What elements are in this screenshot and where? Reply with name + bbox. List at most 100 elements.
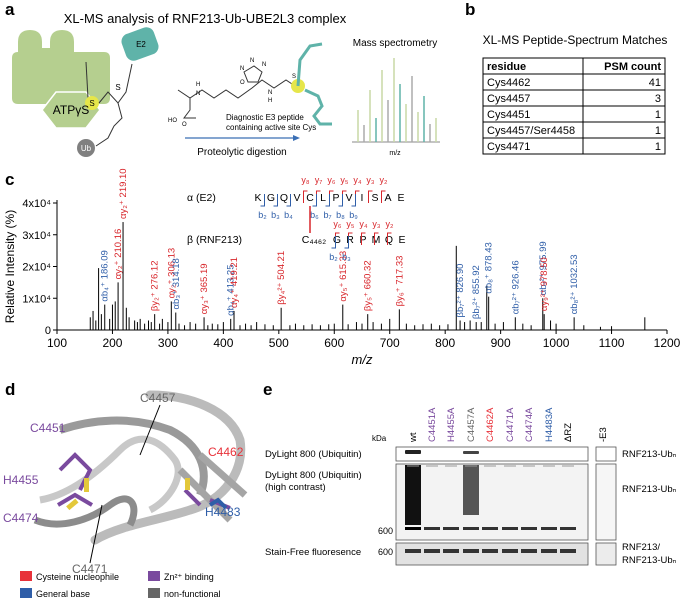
peak-label: βb₇²⁺ 855.92 [471,265,482,319]
marker-label: 600 [378,526,393,536]
fragment-mark [368,190,373,203]
fragment-mark [338,194,343,207]
x-tick-label: 400 [213,336,233,350]
side-chain [56,452,231,510]
peak-label: αb₄⁺ 413.25 [226,265,237,316]
band [424,527,440,530]
x-tick-label: 500 [269,336,289,350]
e2-fragment [296,42,323,87]
b-ion: b₂ [329,252,338,262]
residue-label: C4462 [208,445,244,459]
lane-label: C4474A [524,407,535,442]
panel-title: XL-MS Peptide-Spectrum Matches [483,33,668,47]
band-label: RNF213-Ubₙ [622,449,677,460]
residue: I [361,192,364,204]
table-cell: Cys4457/Ser4458 [487,125,575,137]
residue: E [398,234,405,246]
peptide-name: β (RNF213) [187,234,242,246]
band [482,527,498,530]
residue-label: C4474 [3,511,39,525]
x-tick-label: 300 [158,336,178,350]
bond [85,61,89,99]
fragment-mark [381,190,386,203]
band [405,527,421,530]
residue: Q [280,192,288,204]
gel-box [595,542,617,566]
fragment-mark [312,194,317,207]
fragment-mark [273,194,278,207]
lane-label: ΔRZ [563,423,574,442]
band [521,549,537,553]
band [463,527,479,530]
peptide-name: α (E2) [187,192,216,204]
lane-label: C4471A [505,407,516,442]
gel: wt C4451A H4455A C4457A C4462A C4471A C4474A H4… [395,407,617,566]
residue: R [346,234,354,246]
lane-label: H4483A [544,407,555,442]
peak-label: αy₂⁺ 210.16 [113,229,124,280]
smear [463,465,479,515]
atom-label: N [262,62,266,68]
psm-table: residue PSM count Cys4462 41 Cys4457 3 Cys4451… [482,57,666,155]
arrow-head [293,135,300,141]
note: m/z [389,150,401,157]
peak-label: αb₃⁺ 314.18 [171,258,182,309]
x-tick-label: 1100 [599,336,625,350]
panel-label: d [5,380,15,399]
bond [95,102,123,147]
residue: V [345,192,352,204]
band [502,527,518,530]
e2-label: E2 [136,40,146,49]
residue: A [384,192,391,204]
sulfur: S [89,99,94,108]
residue-label: H4455 [3,473,39,487]
atom-label: N [268,90,272,96]
fragment-mark [303,190,308,203]
legend-swatch [148,571,160,581]
atom-label: O [182,122,187,128]
chem-skeleton [177,79,299,99]
b-ion: b₆ [310,210,319,220]
pointer [139,404,161,456]
residue: Q [385,234,393,246]
y-ion: y₄ [353,175,362,185]
fragment-mark [331,236,336,249]
fragment-mark [355,190,360,203]
ub-label: Ub [81,144,92,153]
peak-label: αb₈²⁺ 1032.53 [569,254,580,314]
band [560,549,576,553]
atom-label: H [268,98,272,104]
residue: S [371,192,378,204]
residue: G [333,234,341,246]
peak-label: αb₇²⁺ 975.99 [538,241,549,295]
peak-label: αy₉²⁺ 978.50 [539,257,550,311]
triazole [243,65,263,83]
y-tick-label: 3x10⁴ [22,230,51,242]
peak-label: βy₅⁺ 660.32 [363,260,374,311]
x-tick-label: 200 [102,336,122,350]
atp-label: ATPγS [53,103,89,117]
peak-label: αy₄⁺ 419.21 [229,257,240,308]
band [502,549,518,553]
fragment-mark [286,194,291,207]
band [482,549,498,553]
panel-label: e [263,380,272,399]
active-cys [85,96,99,110]
fragment-mark [325,194,330,207]
band [424,549,440,553]
b-ion: b₉ [349,210,358,220]
panel-label: a [5,0,15,19]
x-tick-label: 100 [47,336,67,350]
y-ion: y₃ [366,175,375,185]
peak-label: αy₂⁺ 306.13 [166,248,177,299]
peak-label: αy₅⁺ 615.33 [338,251,349,302]
residue: C₄₄₆₂ [302,234,326,246]
legend-label: non-functional [164,589,221,599]
note: Mass spectrometry [353,38,437,49]
sulfur-atom [66,498,79,511]
band [463,549,479,553]
lane-label: C4457A [466,407,477,442]
ms-illustration [357,58,437,142]
residue-label: H4483 [205,505,241,519]
